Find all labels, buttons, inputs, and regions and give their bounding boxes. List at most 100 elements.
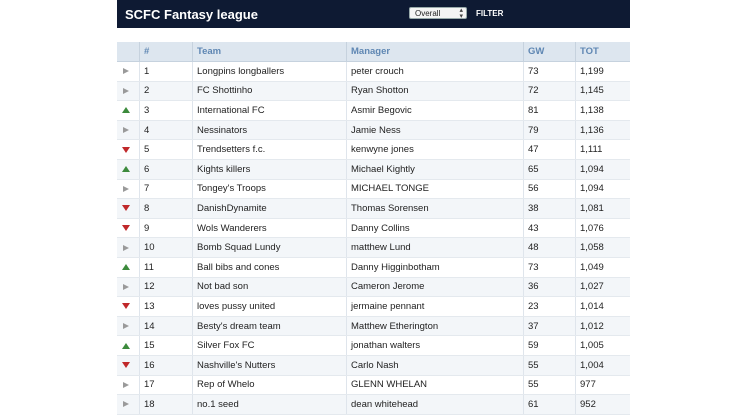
arrow-down-icon bbox=[121, 302, 131, 310]
col-gw[interactable]: GW bbox=[523, 42, 576, 62]
rank-cell: 5 bbox=[139, 139, 193, 160]
arrow-down-icon bbox=[121, 361, 131, 369]
manager-cell: peter crouch bbox=[346, 61, 524, 82]
rank-cell: 4 bbox=[139, 120, 193, 141]
team-cell[interactable]: Nashville's Nutters bbox=[192, 355, 347, 376]
team-cell[interactable]: Longpins longballers bbox=[192, 61, 347, 82]
rank-cell: 15 bbox=[139, 335, 193, 356]
rank-cell: 9 bbox=[139, 218, 193, 239]
manager-cell: Ryan Shotton bbox=[346, 81, 524, 102]
col-tot[interactable]: TOT bbox=[575, 42, 630, 62]
arrow-down-icon bbox=[121, 224, 131, 232]
movement-cell bbox=[117, 179, 140, 200]
team-cell[interactable]: Wols Wanderers bbox=[192, 218, 347, 239]
manager-cell: Carlo Nash bbox=[346, 355, 524, 376]
team-cell[interactable]: Besty's dream team bbox=[192, 316, 347, 337]
tot-cell: 1,094 bbox=[575, 179, 630, 200]
table-row[interactable]: 5 Trendsetters f.c. kenwyne jones 47 1,111 bbox=[117, 139, 630, 160]
gw-cell: 55 bbox=[523, 355, 576, 376]
table-row[interactable]: 14 Besty's dream team Matthew Etherington 3… bbox=[117, 316, 630, 337]
table-row[interactable]: 12 Not bad son Cameron Jerome 36 1,027 bbox=[117, 277, 630, 298]
tot-cell: 1,111 bbox=[575, 139, 630, 160]
tot-cell: 1,081 bbox=[575, 198, 630, 219]
table-row[interactable]: 15 Silver Fox FC jonathan walters 59 1,005 bbox=[117, 335, 630, 356]
manager-cell: jermaine pennant bbox=[346, 296, 524, 317]
rank-cell: 12 bbox=[139, 277, 193, 298]
manager-cell: Danny Higginbotham bbox=[346, 257, 524, 278]
table-row[interactable]: 9 Wols Wanderers Danny Collins 43 1,076 bbox=[117, 218, 630, 239]
team-cell[interactable]: DanishDynamite bbox=[192, 198, 347, 219]
team-cell[interactable]: Nessinators bbox=[192, 120, 347, 141]
gw-cell: 48 bbox=[523, 237, 576, 258]
table-row[interactable]: 3 International FC Asmir Begovic 81 1,138 bbox=[117, 100, 630, 121]
app-header: SCFC Fantasy league bbox=[117, 0, 630, 28]
col-team[interactable]: Team bbox=[192, 42, 347, 62]
team-cell[interactable]: loves pussy united bbox=[192, 296, 347, 317]
table-row[interactable]: 11 Ball bibs and cones Danny Higginbotham 7… bbox=[117, 257, 630, 278]
table-row[interactable]: 13 loves pussy united jermaine pennant 23 1,… bbox=[117, 296, 630, 317]
arrow-down-icon bbox=[121, 146, 131, 154]
league-table: # Team Manager GW TOT 1 Longpins longball… bbox=[117, 42, 630, 415]
tot-cell: 1,027 bbox=[575, 277, 630, 298]
team-cell[interactable]: Tongey's Troops bbox=[192, 179, 347, 200]
gw-cell: 73 bbox=[523, 257, 576, 278]
tot-cell: 1,094 bbox=[575, 159, 630, 180]
col-rank[interactable]: # bbox=[139, 42, 193, 62]
team-cell[interactable]: International FC bbox=[192, 100, 347, 121]
table-row[interactable]: 7 Tongey's Troops MICHAEL TONGE 56 1,094 bbox=[117, 179, 630, 200]
team-cell[interactable]: Not bad son bbox=[192, 277, 347, 298]
arrow-right-icon bbox=[121, 67, 131, 75]
gw-cell: 36 bbox=[523, 277, 576, 298]
table-row[interactable]: 8 DanishDynamite Thomas Sorensen 38 1,081 bbox=[117, 198, 630, 219]
team-cell[interactable]: FC Shottinho bbox=[192, 81, 347, 102]
team-cell[interactable]: no.1 seed bbox=[192, 394, 347, 415]
movement-cell bbox=[117, 198, 140, 219]
team-cell[interactable]: Silver Fox FC bbox=[192, 335, 347, 356]
rank-cell: 3 bbox=[139, 100, 193, 121]
movement-cell bbox=[117, 335, 140, 356]
tot-cell: 1,058 bbox=[575, 237, 630, 258]
tot-cell: 1,012 bbox=[575, 316, 630, 337]
movement-cell bbox=[117, 218, 140, 239]
table-row[interactable]: 1 Longpins longballers peter crouch 73 1,199 bbox=[117, 61, 630, 82]
arrow-right-icon bbox=[121, 400, 131, 408]
movement-cell bbox=[117, 237, 140, 258]
arrow-up-icon bbox=[121, 165, 131, 173]
table-row[interactable]: 18 no.1 seed dean whitehead 61 952 bbox=[117, 394, 630, 415]
rank-cell: 1 bbox=[139, 61, 193, 82]
team-cell[interactable]: Kights killers bbox=[192, 159, 347, 180]
team-cell[interactable]: Rep of Whelo bbox=[192, 375, 347, 396]
view-select[interactable]: Overall ▴ ▾ bbox=[409, 7, 467, 20]
gw-cell: 38 bbox=[523, 198, 576, 219]
arrow-right-icon bbox=[121, 381, 131, 389]
table-row[interactable]: 16 Nashville's Nutters Carlo Nash 55 1,004 bbox=[117, 355, 630, 376]
col-manager[interactable]: Manager bbox=[346, 42, 524, 62]
gw-cell: 56 bbox=[523, 179, 576, 200]
manager-cell: kenwyne jones bbox=[346, 139, 524, 160]
movement-cell bbox=[117, 81, 140, 102]
team-cell[interactable]: Bomb Squad Lundy bbox=[192, 237, 347, 258]
manager-cell: Danny Collins bbox=[346, 218, 524, 239]
tot-cell: 1,076 bbox=[575, 218, 630, 239]
movement-cell bbox=[117, 257, 140, 278]
movement-cell bbox=[117, 139, 140, 160]
table-row[interactable]: 6 Kights killers Michael Kightly 65 1,094 bbox=[117, 159, 630, 180]
movement-cell bbox=[117, 355, 140, 376]
gw-cell: 47 bbox=[523, 139, 576, 160]
manager-cell: Thomas Sorensen bbox=[346, 198, 524, 219]
arrow-right-icon bbox=[121, 126, 131, 134]
tot-cell: 1,014 bbox=[575, 296, 630, 317]
filter-button[interactable]: FILTER bbox=[476, 9, 504, 18]
rank-cell: 8 bbox=[139, 198, 193, 219]
arrow-right-icon bbox=[121, 87, 131, 95]
col-movement bbox=[117, 42, 140, 62]
team-cell[interactable]: Ball bibs and cones bbox=[192, 257, 347, 278]
manager-cell: GLENN WHELAN bbox=[346, 375, 524, 396]
table-row[interactable]: 2 FC Shottinho Ryan Shotton 72 1,145 bbox=[117, 81, 630, 102]
table-row[interactable]: 17 Rep of Whelo GLENN WHELAN 55 977 bbox=[117, 375, 630, 396]
movement-cell bbox=[117, 61, 140, 82]
team-cell[interactable]: Trendsetters f.c. bbox=[192, 139, 347, 160]
table-row[interactable]: 10 Bomb Squad Lundy matthew Lund 48 1,058 bbox=[117, 237, 630, 258]
table-row[interactable]: 4 Nessinators Jamie Ness 79 1,136 bbox=[117, 120, 630, 141]
tot-cell: 977 bbox=[575, 375, 630, 396]
